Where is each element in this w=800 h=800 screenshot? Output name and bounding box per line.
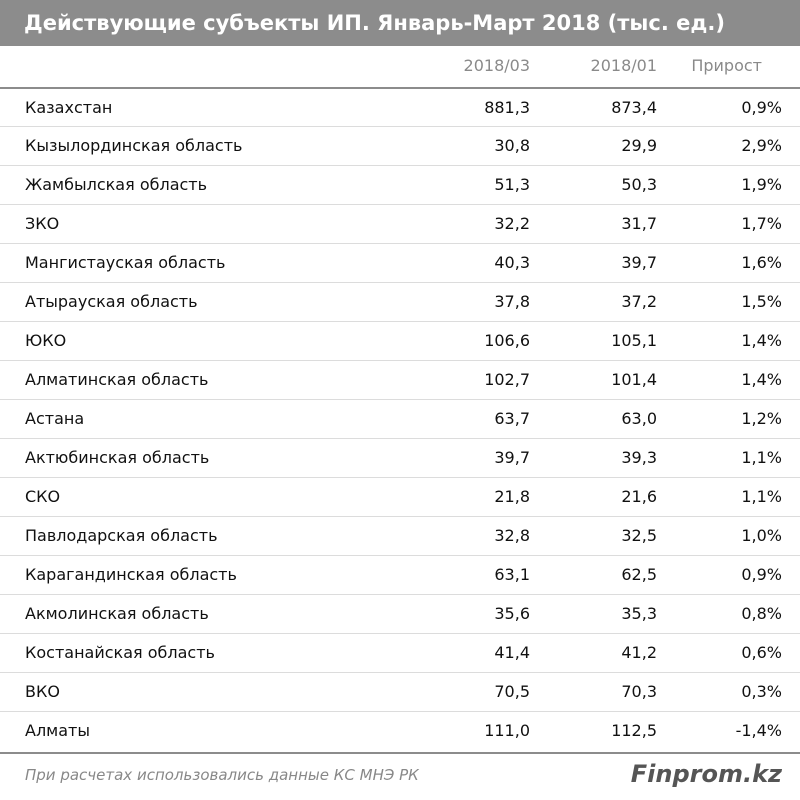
value-cell: 111,0	[484, 721, 530, 740]
value-cell: 40,3	[494, 253, 530, 272]
value-cell: 0,9%	[741, 565, 782, 584]
value-cell: 1,6%	[741, 253, 782, 272]
value-cell: 63,0	[621, 409, 657, 428]
value-cell: 1,7%	[741, 214, 782, 233]
value-cell: 881,3	[484, 98, 530, 117]
source-note: При расчетах использовались данные КС МН…	[25, 766, 419, 784]
value-cell: 873,4	[611, 98, 657, 117]
value-cell: 0,3%	[741, 682, 782, 701]
value-cell: 62,5	[621, 565, 657, 584]
column-header: Прирост	[691, 56, 762, 75]
value-cell: 30,8	[494, 136, 530, 155]
value-cell: 39,7	[494, 448, 530, 467]
region-name: Алматы	[25, 721, 90, 740]
value-cell: 1,1%	[741, 487, 782, 506]
value-cell: 70,5	[494, 682, 530, 701]
region-name: ЮКО	[25, 331, 67, 350]
value-cell: 32,2	[494, 214, 530, 233]
table-row: Костанайская область 41,4 41,2 0,6%	[0, 633, 800, 672]
value-cell: 41,4	[494, 643, 530, 662]
value-cell: 63,7	[494, 409, 530, 428]
table-row: СКО 21,8 21,6 1,1%	[0, 477, 800, 516]
region-name: Павлодарская область	[25, 526, 218, 545]
value-cell: 102,7	[484, 370, 530, 389]
region-name: Атырауская область	[25, 292, 198, 311]
table-row: ВКО 70,5 70,3 0,3%	[0, 672, 800, 711]
region-name: Костанайская область	[25, 643, 215, 662]
region-name: Астана	[25, 409, 85, 428]
value-cell: 41,2	[621, 643, 657, 662]
value-cell: 105,1	[611, 331, 657, 350]
table-row: Атырауская область 37,8 37,2 1,5%	[0, 282, 800, 321]
value-cell: 37,8	[494, 292, 530, 311]
value-cell: 32,8	[494, 526, 530, 545]
value-cell: 0,6%	[741, 643, 782, 662]
value-cell: 39,7	[621, 253, 657, 272]
value-cell: 2,9%	[741, 136, 782, 155]
region-name: ЗКО	[25, 214, 60, 233]
value-cell: 112,5	[611, 721, 657, 740]
value-cell: 31,7	[621, 214, 657, 233]
value-cell: 70,3	[621, 682, 657, 701]
table-row: ЗКО 32,2 31,7 1,7%	[0, 204, 800, 243]
value-cell: 0,8%	[741, 604, 782, 623]
region-name: Кызылординская область	[25, 136, 243, 155]
value-cell: 106,6	[484, 331, 530, 350]
value-cell: 1,9%	[741, 175, 782, 194]
brand: Finprom.kz	[630, 760, 782, 788]
value-cell: 37,2	[621, 292, 657, 311]
value-cell: 21,8	[494, 487, 530, 506]
value-cell: 1,4%	[741, 331, 782, 350]
value-cell: 1,2%	[741, 409, 782, 428]
value-cell: 21,6	[621, 487, 657, 506]
footer: При расчетах использовались данные КС МН…	[0, 752, 800, 800]
value-cell: 1,0%	[741, 526, 782, 545]
value-cell: 35,6	[494, 604, 530, 623]
column-header: 2018/01	[590, 56, 657, 75]
table-row: ЮКО 106,6 105,1 1,4%	[0, 321, 800, 360]
table-row: Актюбинская область 39,7 39,3 1,1%	[0, 438, 800, 477]
column-header: 2018/03	[463, 56, 530, 75]
value-cell: 1,4%	[741, 370, 782, 389]
region-name: Актюбинская область	[25, 448, 210, 467]
table-row: Павлодарская область 32,8 32,5 1,0%	[0, 516, 800, 555]
region-name: Казахстан	[25, 98, 113, 117]
value-cell: 63,1	[494, 565, 530, 584]
region-name: Мангистауская область	[25, 253, 226, 272]
value-cell: 1,1%	[741, 448, 782, 467]
value-cell: 39,3	[621, 448, 657, 467]
table-row: Астана 63,7 63,0 1,2%	[0, 399, 800, 438]
table-row: Карагандинская область 63,1 62,5 0,9%	[0, 555, 800, 594]
region-name: Жамбылская область	[25, 175, 208, 194]
table-row: Акмолинская область 35,6 35,3 0,8%	[0, 594, 800, 633]
value-cell: 1,5%	[741, 292, 782, 311]
region-name: Алматинская область	[25, 370, 209, 389]
table-row: Казахстан 881,3 873,4 0,9%	[0, 87, 800, 126]
table-row: Жамбылская область 51,3 50,3 1,9%	[0, 165, 800, 204]
value-cell: 32,5	[621, 526, 657, 545]
value-cell: 101,4	[611, 370, 657, 389]
table-row: Алматинская область 102,7 101,4 1,4%	[0, 360, 800, 399]
table-row: Мангистауская область 40,3 39,7 1,6%	[0, 243, 800, 282]
table-row: Кызылординская область 30,8 29,9 2,9%	[0, 126, 800, 165]
region-name: СКО	[25, 487, 61, 506]
value-cell: -1,4%	[735, 721, 782, 740]
value-cell: 51,3	[494, 175, 530, 194]
region-name: ВКО	[25, 682, 60, 701]
value-cell: 0,9%	[741, 98, 782, 117]
value-cell: 50,3	[621, 175, 657, 194]
table-row: Алматы 111,0 112,5 -1,4%	[0, 711, 800, 750]
title: Действующие субъекты ИП. Январь-Март 201…	[0, 0, 800, 46]
value-cell: 35,3	[621, 604, 657, 623]
region-name: Карагандинская область	[25, 565, 237, 584]
value-cell: 29,9	[621, 136, 657, 155]
region-name: Акмолинская область	[25, 604, 209, 623]
